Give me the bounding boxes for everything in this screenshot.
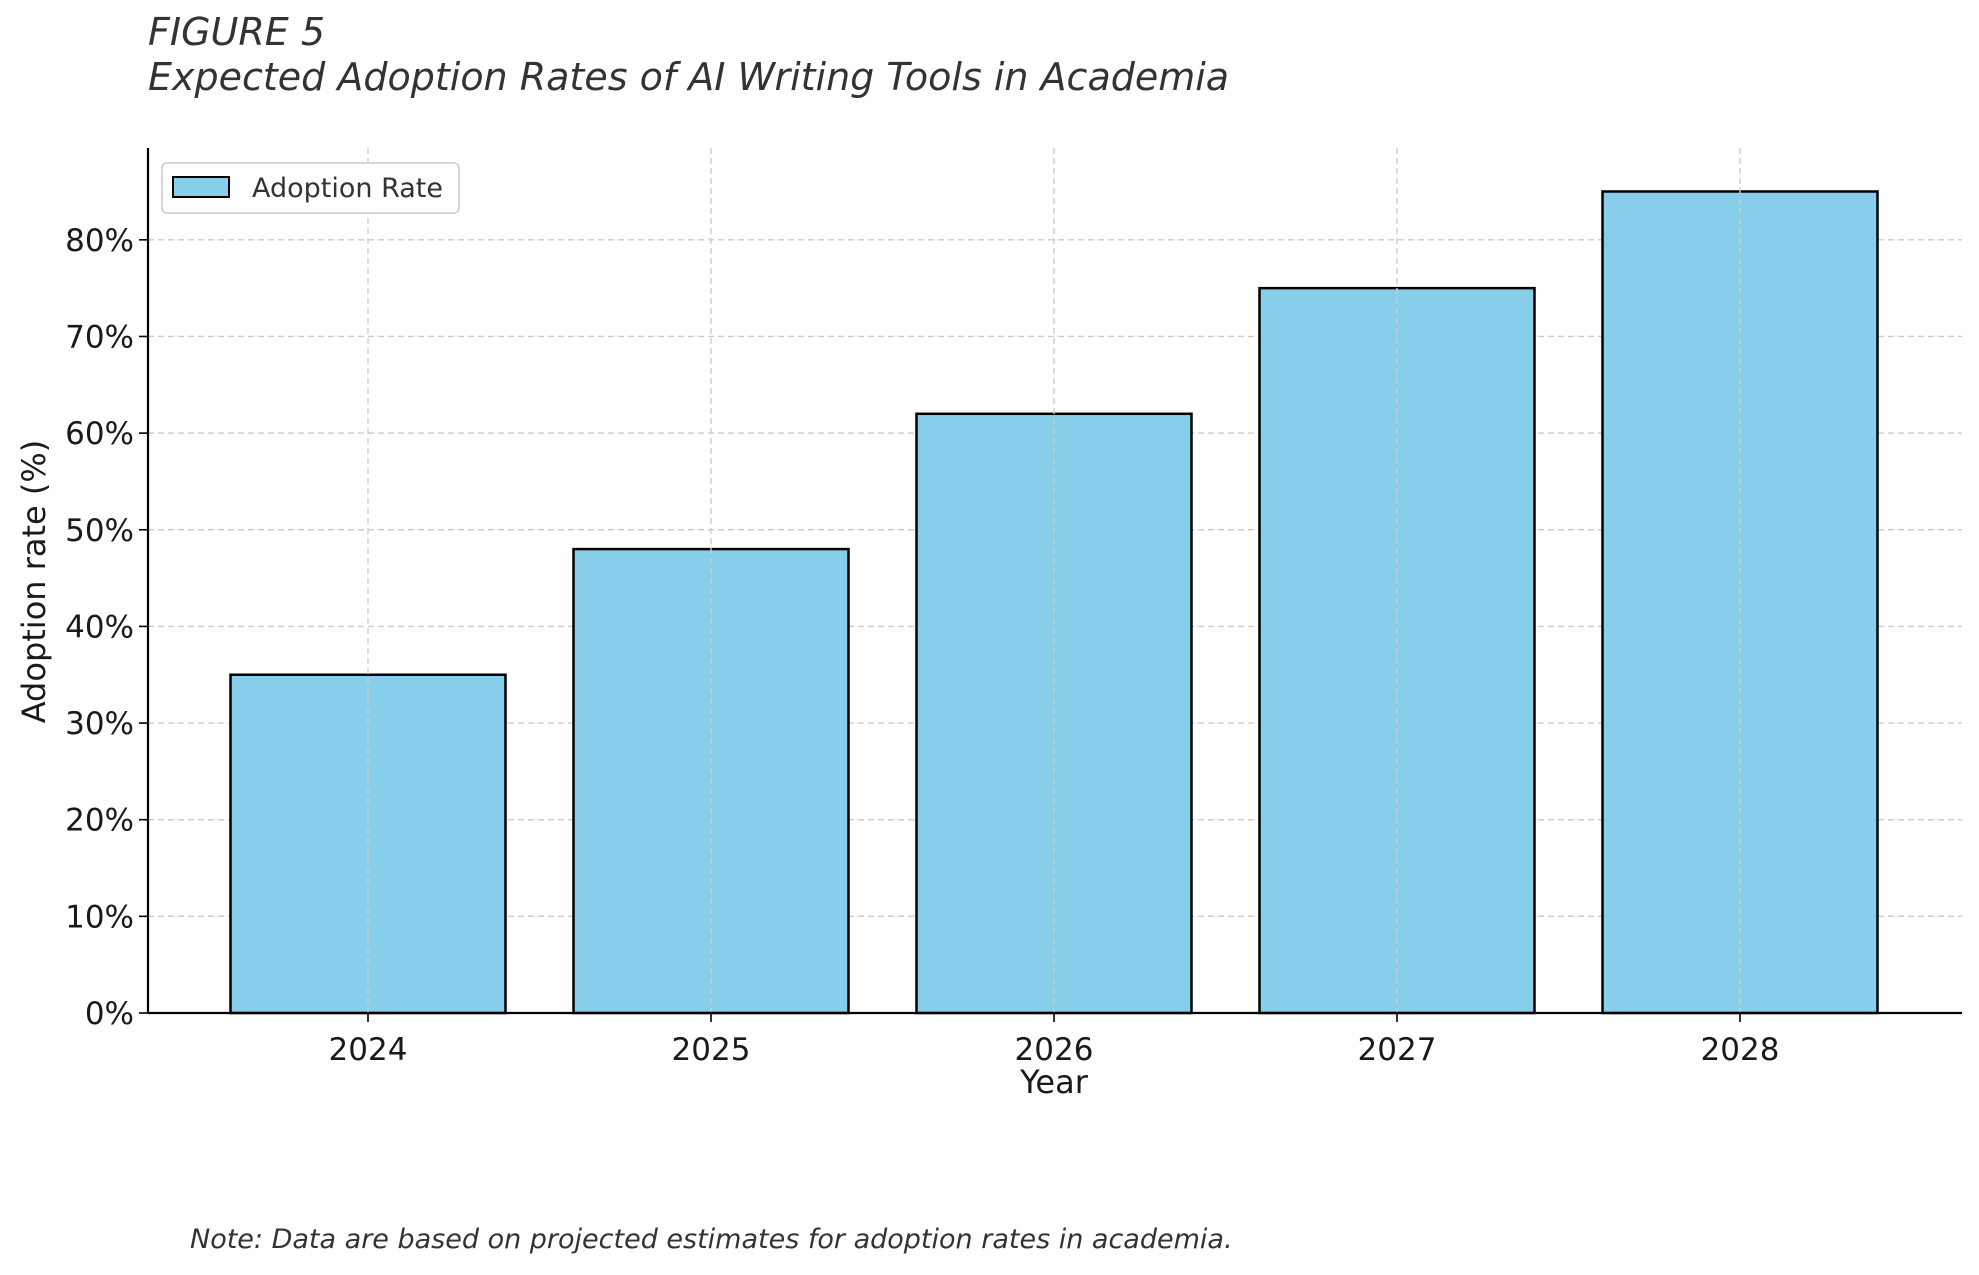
y-tick-label: 60% — [65, 416, 134, 452]
x-tick-label: 2026 — [1015, 1032, 1094, 1068]
y-ticks: 0% 10% 20% 30% 40% 50% 60% 70% 80% — [65, 223, 148, 1032]
x-axis-title: Year — [1019, 1063, 1089, 1101]
x-tick-label: 2024 — [329, 1032, 408, 1068]
y-tick-label: 40% — [65, 609, 134, 645]
x-tick-label: 2028 — [1701, 1032, 1780, 1068]
y-tick-label: 50% — [65, 513, 134, 549]
y-tick-label: 20% — [65, 803, 134, 839]
legend-label: Adoption Rate — [252, 173, 443, 204]
figure-title: Expected Adoption Rates of AI Writing To… — [148, 55, 1230, 99]
y-tick-label: 80% — [65, 223, 134, 259]
legend-swatch — [172, 176, 230, 198]
y-tick-label: 10% — [65, 899, 134, 935]
y-tick-label: 30% — [65, 706, 134, 742]
y-tick-label: 70% — [65, 319, 134, 355]
figure-note: Note: Data are based on projected estima… — [190, 1224, 1233, 1255]
y-tick-label: 0% — [85, 996, 134, 1032]
figure-label: FIGURE 5 — [148, 10, 325, 54]
legend-frame — [161, 162, 460, 214]
y-axis-title: Adoption rate (%) — [15, 440, 53, 724]
x-tick-label: 2025 — [672, 1032, 751, 1068]
x-tick-label: 2027 — [1358, 1032, 1437, 1068]
legend: Adoption Rate — [161, 162, 460, 214]
x-ticks: 2024 2025 2026 2027 2028 — [329, 1013, 1780, 1068]
bars — [229, 148, 1879, 1015]
axes — [146, 148, 1962, 1015]
